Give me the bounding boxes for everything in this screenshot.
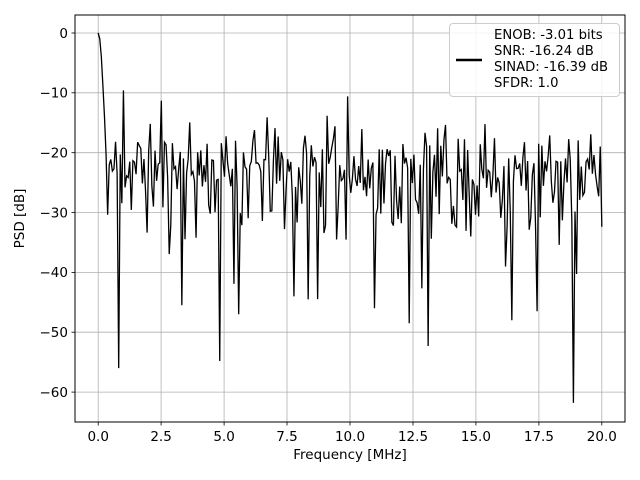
x-tick-label: 12.5: [398, 429, 428, 445]
legend-label-line-sfdr: SFDR: 1.0: [494, 75, 559, 91]
y-tick-label: −40: [40, 265, 69, 281]
x-tick-label: 15.0: [461, 429, 491, 445]
legend-label-line-sinad: SINAD: -16.39 dB: [494, 60, 609, 75]
y-tick-label: −50: [40, 325, 69, 341]
x-tick-label: 17.5: [524, 429, 554, 445]
x-tick-label: 5.0: [213, 429, 234, 445]
y-tick-label: 0: [59, 26, 68, 42]
y-tick-label: −10: [40, 86, 69, 102]
x-tick-label: 7.5: [276, 429, 297, 445]
legend-label-line-snr: SNR: -16.24 dB: [494, 44, 594, 60]
y-tick-label: −60: [40, 385, 69, 401]
legend: ENOB: -3.01 bits SNR: -16.24 dB SINAD: -…: [449, 23, 620, 97]
psd-trace: [97, 32, 603, 403]
x-tick-label: 2.5: [150, 429, 171, 445]
legend-text-block: ENOB: -3.01 bits SNR: -16.24 dB SINAD: -…: [494, 28, 608, 92]
x-tick-label: 10.0: [335, 429, 365, 445]
y-tick-label: −30: [40, 205, 69, 221]
legend-label-line-enob: ENOB: -3.01 bits: [494, 28, 603, 44]
y-axis-label: PSD [dB]: [12, 189, 28, 249]
y-tick-label: −20: [40, 146, 69, 162]
x-tick-label: 20.0: [587, 429, 617, 445]
x-axis-label: Frequency [MHz]: [293, 447, 406, 463]
x-tick-label: 0.0: [87, 429, 108, 445]
legend-line-sample-canvas: [456, 58, 482, 62]
